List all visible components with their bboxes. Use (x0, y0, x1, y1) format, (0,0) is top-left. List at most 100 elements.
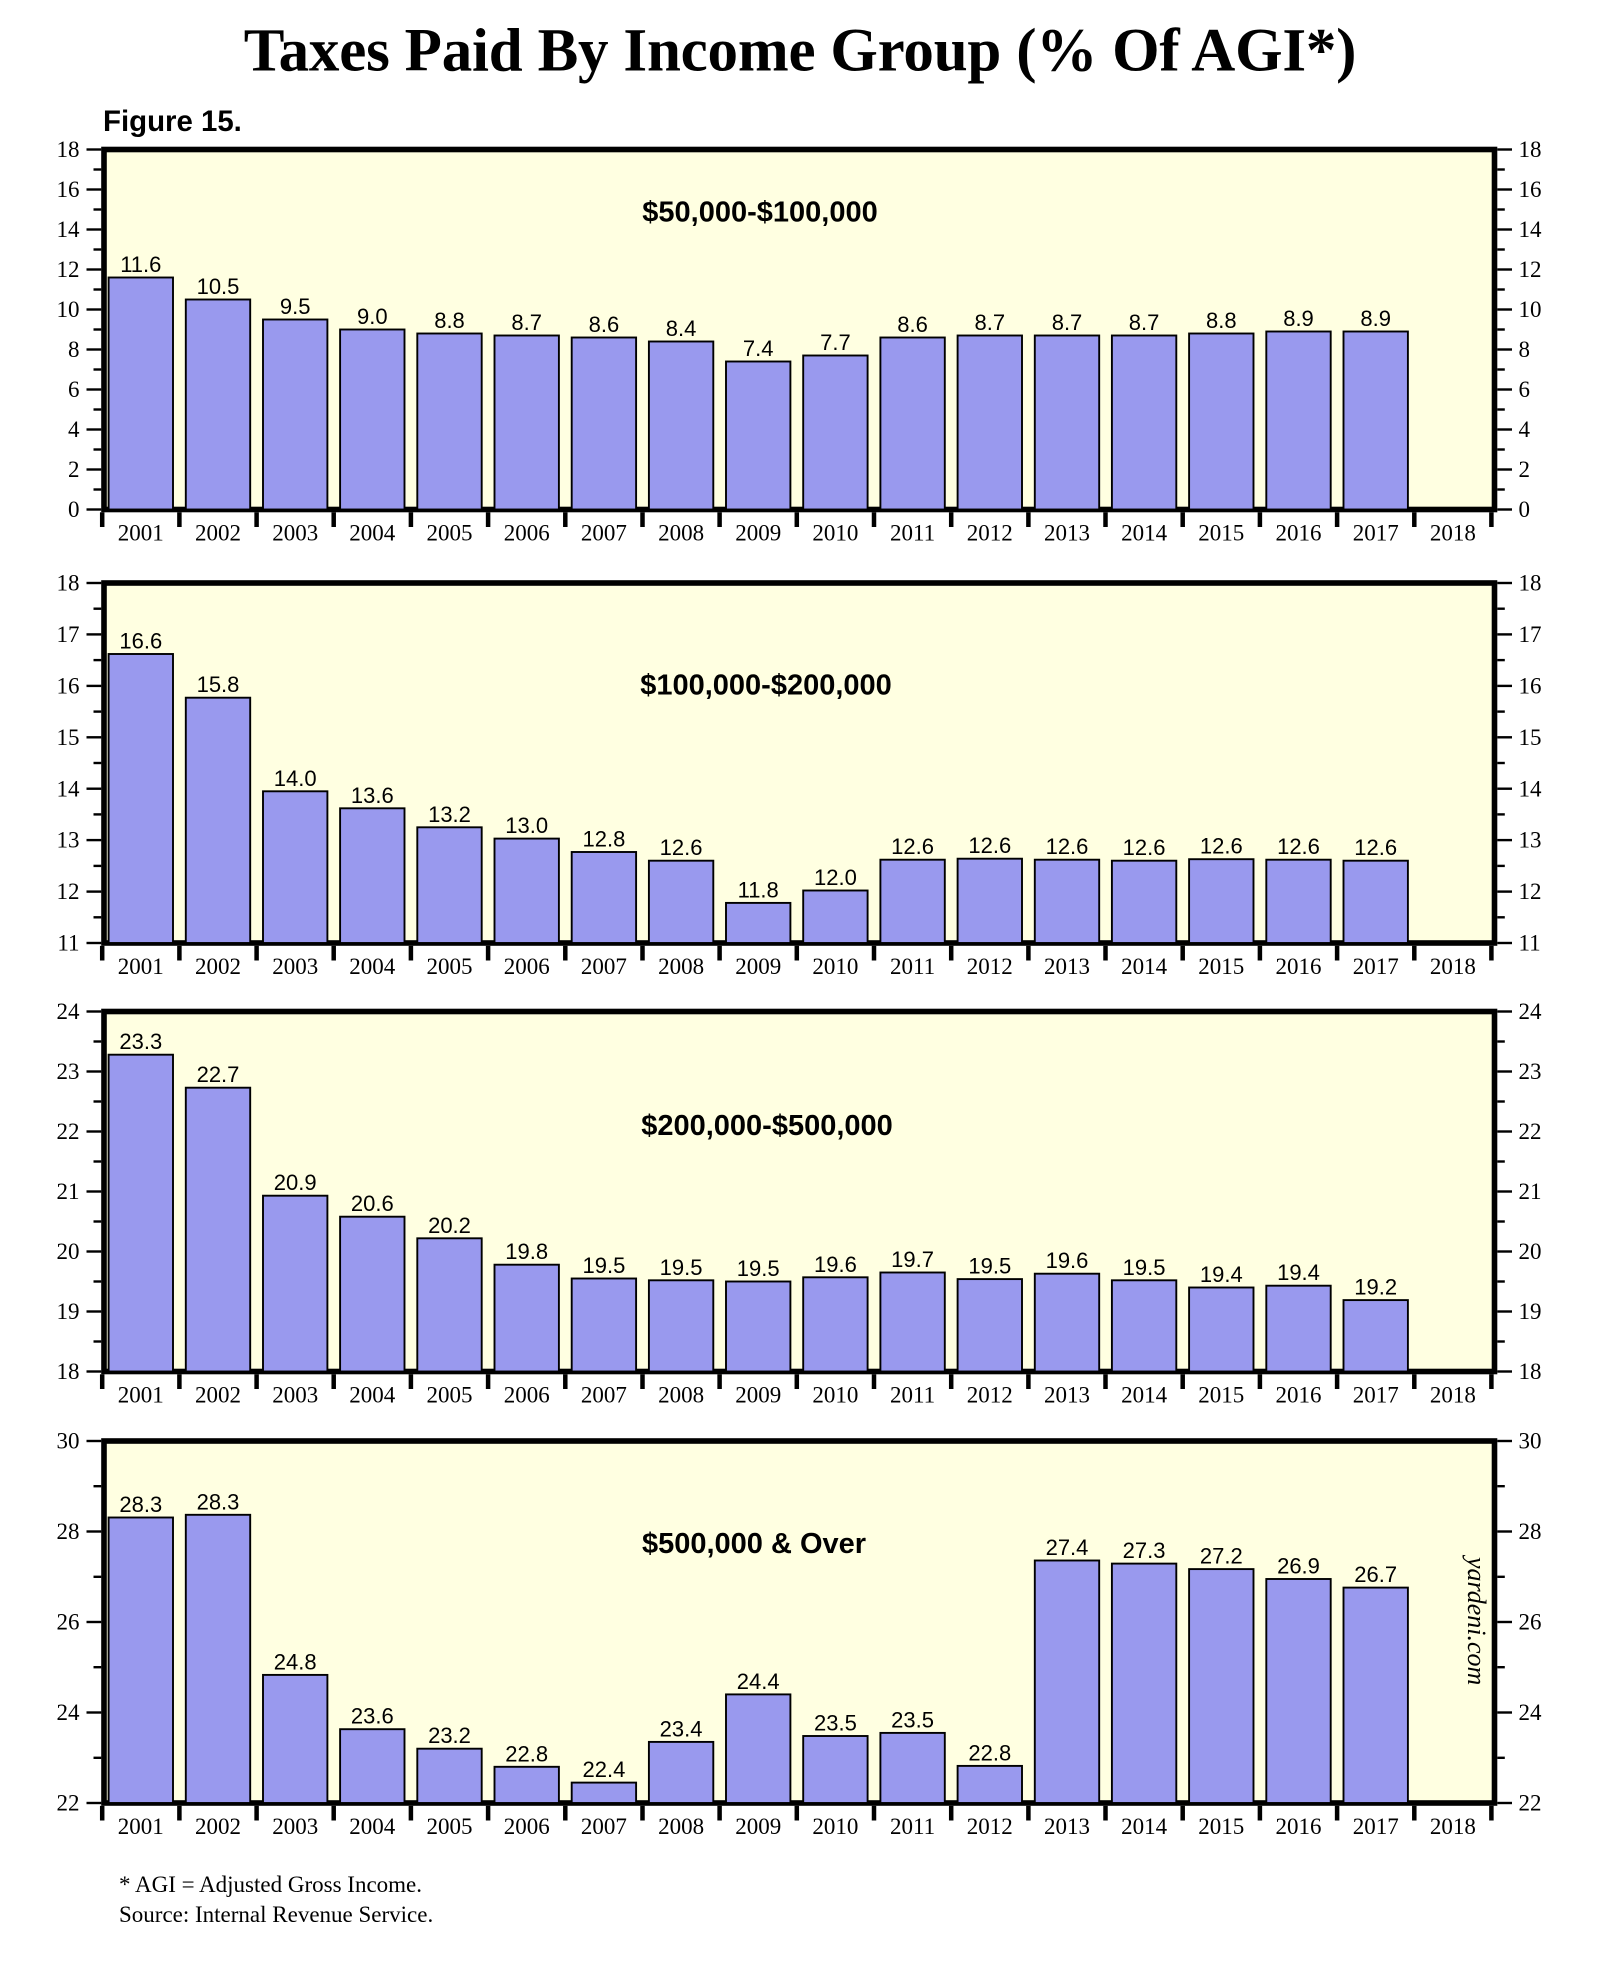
svg-text:15: 15 (1519, 725, 1542, 750)
svg-text:24: 24 (1519, 1700, 1543, 1725)
svg-text:19.6: 19.6 (814, 1252, 857, 1277)
svg-text:20: 20 (1519, 1239, 1542, 1264)
svg-text:8.8: 8.8 (434, 308, 465, 333)
svg-text:2014: 2014 (1121, 954, 1168, 979)
svg-text:10: 10 (1519, 297, 1542, 322)
svg-text:19.6: 19.6 (1046, 1248, 1089, 1273)
svg-text:2009: 2009 (735, 1383, 781, 1408)
svg-text:22: 22 (57, 1119, 80, 1144)
svg-text:21: 21 (57, 1179, 80, 1204)
svg-text:2008: 2008 (658, 954, 704, 979)
svg-text:2004: 2004 (349, 954, 396, 979)
svg-text:19.4: 19.4 (1277, 1260, 1320, 1285)
svg-text:19: 19 (57, 1299, 80, 1324)
svg-text:7.4: 7.4 (743, 336, 774, 361)
svg-text:14.0: 14.0 (274, 766, 317, 791)
svg-text:30: 30 (1519, 1429, 1542, 1454)
svg-text:23.4: 23.4 (660, 1716, 703, 1741)
svg-text:20.6: 20.6 (351, 1191, 394, 1216)
svg-text:20.9: 20.9 (274, 1170, 317, 1195)
svg-text:16: 16 (57, 674, 80, 699)
svg-text:12.6: 12.6 (891, 834, 934, 859)
svg-text:11: 11 (57, 931, 79, 956)
svg-text:2008: 2008 (658, 1814, 704, 1839)
svg-text:2010: 2010 (812, 1814, 858, 1839)
svg-text:26: 26 (1519, 1610, 1542, 1635)
svg-text:24: 24 (1519, 999, 1543, 1024)
svg-text:2017: 2017 (1353, 1814, 1399, 1839)
svg-text:2016: 2016 (1276, 954, 1322, 979)
svg-text:$200,000-$500,000: $200,000-$500,000 (641, 1110, 893, 1142)
svg-text:12: 12 (1519, 879, 1542, 904)
svg-text:27.2: 27.2 (1200, 1544, 1243, 1569)
svg-text:* AGI = Adjusted Gross Income.: * AGI = Adjusted Gross Income. (119, 1872, 422, 1897)
svg-text:2010: 2010 (812, 1383, 858, 1408)
svg-text:2013: 2013 (1044, 954, 1090, 979)
svg-text:12.6: 12.6 (1123, 835, 1166, 860)
svg-text:8.8: 8.8 (1206, 308, 1237, 333)
svg-text:0: 0 (1519, 497, 1531, 522)
svg-text:2017: 2017 (1353, 954, 1399, 979)
svg-text:$50,000-$100,000: $50,000-$100,000 (642, 196, 877, 228)
svg-text:22.8: 22.8 (505, 1741, 548, 1766)
svg-text:24.4: 24.4 (737, 1669, 780, 1694)
svg-text:13.2: 13.2 (428, 802, 471, 827)
svg-text:23.3: 23.3 (119, 1029, 162, 1054)
svg-text:9.0: 9.0 (357, 304, 388, 329)
svg-text:19.4: 19.4 (1200, 1262, 1243, 1287)
svg-text:2014: 2014 (1121, 1383, 1168, 1408)
svg-text:2008: 2008 (658, 1383, 704, 1408)
svg-text:2012: 2012 (967, 954, 1013, 979)
svg-text:19.5: 19.5 (737, 1256, 780, 1281)
svg-text:2004: 2004 (349, 521, 396, 546)
svg-text:16.6: 16.6 (119, 629, 162, 654)
svg-text:8: 8 (68, 337, 80, 362)
svg-text:2004: 2004 (349, 1383, 396, 1408)
svg-text:26.9: 26.9 (1277, 1554, 1320, 1579)
svg-text:27.4: 27.4 (1046, 1535, 1089, 1560)
svg-text:13: 13 (1519, 828, 1542, 853)
svg-text:2001: 2001 (118, 954, 164, 979)
svg-text:2: 2 (68, 457, 80, 482)
svg-text:2011: 2011 (890, 1383, 935, 1408)
svg-text:12.6: 12.6 (1354, 835, 1397, 860)
svg-text:4: 4 (68, 417, 80, 442)
svg-text:18: 18 (1519, 137, 1542, 162)
svg-text:yardeni.com: yardeni.com (1462, 1554, 1491, 1685)
svg-text:2016: 2016 (1276, 1383, 1322, 1408)
svg-text:24: 24 (57, 1700, 81, 1725)
svg-text:22.7: 22.7 (197, 1062, 240, 1087)
svg-text:10.5: 10.5 (197, 274, 240, 299)
svg-text:19.5: 19.5 (660, 1255, 703, 1280)
svg-text:2: 2 (1519, 457, 1531, 482)
svg-text:12.6: 12.6 (1200, 834, 1243, 859)
svg-text:12: 12 (1519, 257, 1542, 282)
svg-text:22: 22 (1519, 1119, 1542, 1144)
svg-text:18: 18 (57, 137, 80, 162)
svg-text:26: 26 (57, 1610, 80, 1635)
svg-text:8.6: 8.6 (897, 312, 928, 337)
svg-text:2005: 2005 (427, 954, 473, 979)
svg-text:2002: 2002 (195, 1383, 241, 1408)
svg-text:23.5: 23.5 (891, 1707, 934, 1732)
svg-text:2009: 2009 (735, 1814, 781, 1839)
svg-text:2007: 2007 (581, 1383, 627, 1408)
svg-text:20.2: 20.2 (428, 1213, 471, 1238)
svg-text:17: 17 (1519, 622, 1542, 647)
svg-text:6: 6 (68, 377, 80, 402)
svg-text:12.6: 12.6 (1046, 834, 1089, 859)
svg-text:20: 20 (57, 1239, 80, 1264)
svg-text:2013: 2013 (1044, 521, 1090, 546)
svg-text:9.5: 9.5 (280, 294, 311, 319)
svg-text:2013: 2013 (1044, 1814, 1090, 1839)
svg-text:2006: 2006 (504, 954, 550, 979)
svg-text:2018: 2018 (1430, 521, 1476, 546)
svg-text:17: 17 (57, 622, 80, 647)
svg-text:2002: 2002 (195, 1814, 241, 1839)
svg-text:28: 28 (1519, 1519, 1542, 1544)
svg-text:13.0: 13.0 (505, 813, 548, 838)
svg-text:19: 19 (1519, 1299, 1542, 1324)
svg-text:19.5: 19.5 (968, 1254, 1011, 1279)
svg-text:2002: 2002 (195, 521, 241, 546)
svg-text:2003: 2003 (272, 1383, 318, 1408)
